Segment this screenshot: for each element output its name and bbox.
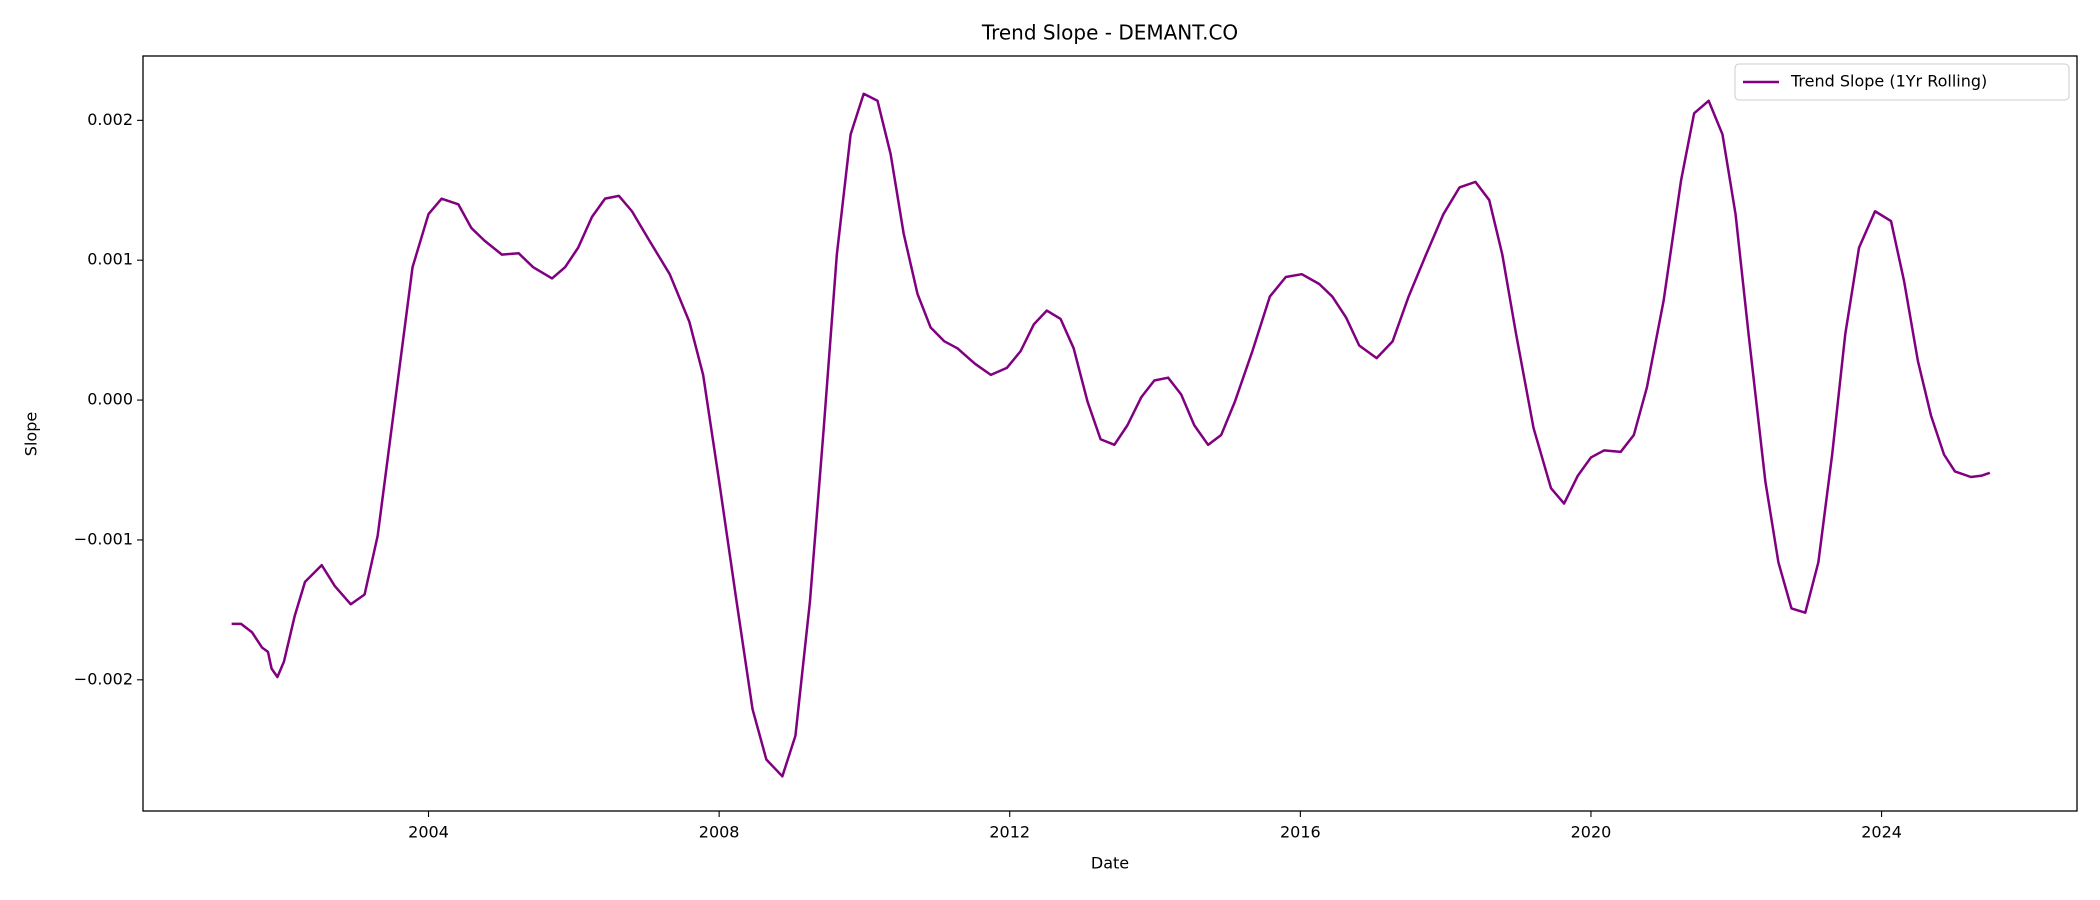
y-tick-label: 0.002	[87, 110, 133, 129]
plot-frame	[142, 55, 2078, 812]
data-line	[231, 92, 1991, 778]
y-tick-label: 0.000	[87, 390, 133, 409]
y-tick-label: −0.001	[74, 529, 133, 548]
y-tick-label: 0.001	[87, 250, 133, 269]
x-tick-label: 2024	[1861, 823, 1902, 842]
x-tick-label: 2008	[699, 823, 740, 842]
y-tick-label: −0.002	[74, 669, 133, 688]
x-tick-label: 2020	[1571, 823, 1612, 842]
x-tick-label: 2016	[1280, 823, 1321, 842]
x-tick-label: 2012	[989, 823, 1030, 842]
legend-label: Trend Slope (1Yr Rolling)	[1790, 72, 1987, 91]
y-axis-label: Slope	[22, 412, 41, 456]
chart-title: Trend Slope - DEMANT.CO	[981, 21, 1238, 45]
x-tick-label: 2004	[408, 823, 449, 842]
x-axis-label: Date	[1091, 854, 1129, 873]
legend-box	[1734, 63, 2070, 101]
